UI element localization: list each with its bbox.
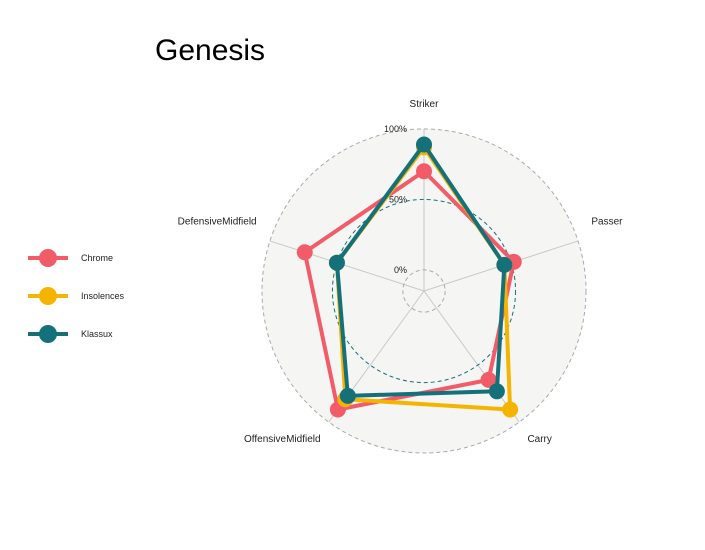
- tick-label: 50%: [389, 194, 407, 204]
- data-point: [416, 136, 432, 153]
- series-layer: [296, 136, 522, 418]
- legend-label: Insolences: [81, 291, 125, 301]
- axis-label: Carry: [527, 434, 551, 445]
- axis-labels: Striker Passer Carry OffensiveMidfield Defen…: [178, 99, 624, 445]
- data-point: [296, 244, 313, 261]
- tick-label: 100%: [384, 124, 407, 134]
- axis-spoke: [423, 290, 520, 423]
- axis-label: Striker: [410, 99, 440, 110]
- tick-labels: 0% 50% 100%: [384, 124, 407, 275]
- legend-marker: [39, 287, 57, 305]
- series-klassux: [328, 136, 513, 404]
- axis-spoke: [269, 240, 425, 292]
- legend-item: Insolences: [28, 287, 125, 305]
- legend-label: Klassux: [81, 329, 113, 339]
- data-point: [416, 163, 432, 180]
- legend-item: Klassux: [28, 325, 113, 343]
- axis-label: Passer: [591, 217, 623, 228]
- grid-circle: [261, 128, 587, 454]
- data-point: [502, 401, 519, 418]
- series-line: [334, 142, 507, 398]
- data-point: [339, 387, 356, 404]
- legend-marker: [39, 249, 57, 267]
- chart-title: Genesis: [155, 34, 265, 67]
- axis-label: DefensiveMidfield: [178, 217, 257, 228]
- grid-circle: [402, 269, 446, 313]
- data-point: [480, 371, 497, 388]
- grid-circle: [331, 198, 517, 384]
- tick-label: 0%: [394, 265, 407, 275]
- data-point: [328, 254, 345, 271]
- data-point: [488, 383, 505, 400]
- data-point: [496, 256, 513, 273]
- legend-label: Chrome: [81, 253, 113, 263]
- axis-label: OffensiveMidfield: [244, 434, 321, 445]
- legend: Chrome Insolences Klassux: [28, 249, 125, 343]
- legend-marker: [39, 325, 57, 343]
- legend-item: Chrome: [28, 249, 113, 267]
